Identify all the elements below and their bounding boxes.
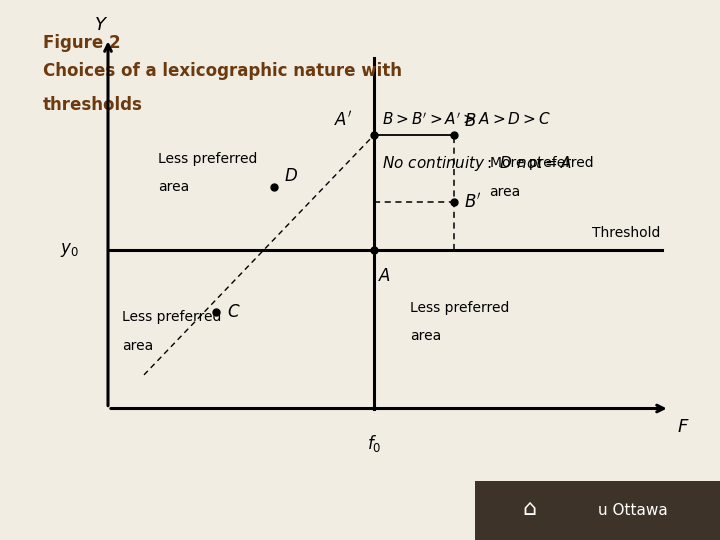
Text: Less preferred: Less preferred <box>122 310 222 324</box>
Text: $\it{No\ continuity:\ D\ not} = A$: $\it{No\ continuity:\ D\ not} = A$ <box>382 154 571 173</box>
Text: $B$: $B$ <box>464 112 477 130</box>
Text: $D$: $D$ <box>284 167 298 185</box>
Text: area: area <box>122 339 153 353</box>
Text: $C$: $C$ <box>227 303 240 321</box>
Text: area: area <box>410 329 441 343</box>
Text: area: area <box>158 180 189 194</box>
Text: Less preferred: Less preferred <box>410 301 510 315</box>
Text: $B > B' > A' > A > D > C$: $B > B' > A' > A > D > C$ <box>382 112 550 129</box>
Text: Threshold: Threshold <box>593 226 660 240</box>
Text: $f_0$: $f_0$ <box>367 433 382 454</box>
Text: More preferred: More preferred <box>490 157 593 171</box>
Text: $F$: $F$ <box>677 418 689 436</box>
Text: $B'$: $B'$ <box>464 192 482 211</box>
Text: $Y$: $Y$ <box>94 16 108 33</box>
Text: Less preferred: Less preferred <box>158 152 258 166</box>
Bar <box>475 481 720 540</box>
Text: thresholds: thresholds <box>43 96 143 114</box>
Text: area: area <box>490 185 521 199</box>
Text: ⌂: ⌂ <box>522 499 536 519</box>
Text: Figure 2: Figure 2 <box>43 33 121 52</box>
Text: Choices of a lexicographic nature with: Choices of a lexicographic nature with <box>43 63 402 80</box>
Text: $A$: $A$ <box>378 267 391 285</box>
Text: u Ottawa: u Ottawa <box>598 503 667 518</box>
Text: $y_0$: $y_0$ <box>60 241 79 259</box>
Text: $A'$: $A'$ <box>334 111 353 130</box>
